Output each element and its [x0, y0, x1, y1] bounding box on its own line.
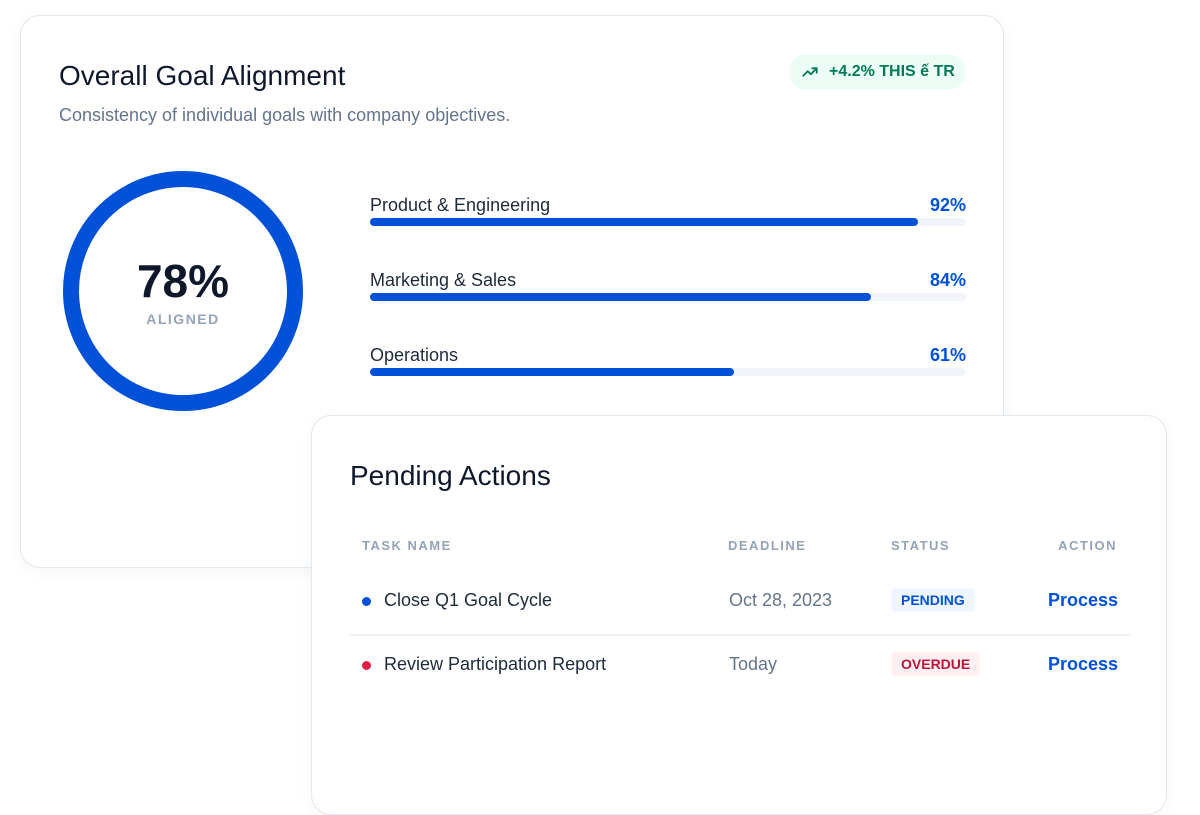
department-progress: Product & Engineering 92%	[370, 195, 966, 226]
progress-track	[370, 293, 966, 301]
deadline: Today	[729, 654, 778, 674]
progress-fill	[370, 293, 871, 301]
department-percent: 92%	[929, 195, 966, 215]
department-name: Operations	[370, 345, 459, 365]
department-percent: 61%	[929, 345, 966, 365]
column-header-action: ACTION	[1058, 538, 1117, 553]
deadline: Oct 28, 2023	[729, 590, 833, 610]
pending-actions-card: Pending Actions TASK NAME DEADLINE STATU…	[311, 415, 1167, 815]
row-divider	[350, 634, 1130, 636]
overall-caption: ALIGNED	[146, 311, 220, 327]
status-badge: OVERDUE	[891, 652, 981, 676]
progress-track	[370, 368, 966, 376]
department-name: Marketing & Sales	[370, 270, 517, 290]
card-title: Pending Actions	[350, 460, 551, 491]
process-button[interactable]: Process	[1047, 590, 1118, 610]
trend-badge: +4.2% THIS ế TR	[789, 54, 966, 90]
trending-up-icon	[802, 67, 818, 77]
process-button[interactable]: Process	[1047, 654, 1118, 674]
ring-progress	[63, 171, 303, 411]
column-header-status: STATUS	[891, 538, 951, 553]
department-progress: Marketing & Sales 84%	[370, 270, 966, 301]
status-badge: PENDING	[891, 588, 975, 612]
status-dot	[362, 597, 371, 606]
card-subtitle: Consistency of individual goals with com…	[59, 105, 511, 125]
department-percent: 84%	[929, 270, 966, 290]
card-title: Overall Goal Alignment	[59, 60, 346, 91]
column-header-deadline: DEADLINE	[728, 538, 807, 553]
column-header-task: TASK NAME	[362, 538, 452, 553]
overall-percent: 78%	[136, 255, 230, 307]
department-progress: Operations 61%	[370, 345, 966, 376]
table-row: Close Q1 Goal Cycle Oct 28, 2023 PENDING…	[350, 571, 1130, 635]
alignment-ring	[63, 171, 303, 411]
progress-fill	[370, 368, 734, 376]
task-name: Review Participation Report	[384, 654, 607, 674]
progress-fill	[370, 218, 919, 226]
table-row: Review Participation Report Today OVERDU…	[350, 635, 1130, 699]
status-dot	[362, 661, 371, 670]
department-name: Product & Engineering	[370, 195, 551, 215]
progress-track	[370, 218, 966, 226]
trend-text: +4.2% THIS ế TR	[829, 63, 955, 80]
task-name: Close Q1 Goal Cycle	[384, 590, 553, 610]
